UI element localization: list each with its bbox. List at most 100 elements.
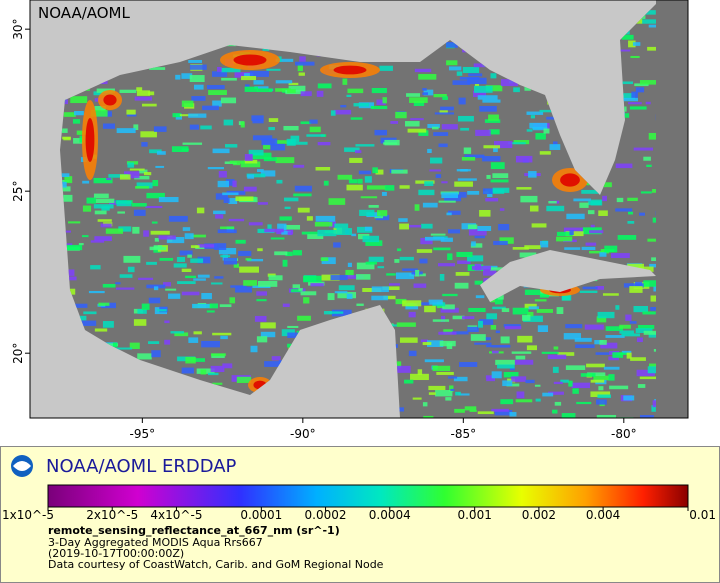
imagery-pixel (368, 204, 379, 208)
imagery-pixel (190, 245, 200, 249)
imagery-pixel (365, 261, 377, 265)
imagery-pixel (334, 291, 348, 294)
imagery-pixel (498, 223, 510, 231)
imagery-pixel (444, 195, 462, 202)
imagery-pixel (602, 293, 619, 296)
imagery-pixel (629, 286, 643, 293)
imagery-pixel (149, 149, 162, 154)
imagery-pixel (239, 266, 259, 273)
imagery-pixel (102, 343, 119, 347)
colorbar (47, 484, 689, 508)
imagery-pixel (292, 284, 301, 289)
imagery-pixel (625, 314, 632, 321)
imagery-pixel (637, 384, 646, 388)
imagery-pixel (462, 66, 480, 74)
imagery-pixel (433, 94, 447, 98)
imagery-pixel (513, 87, 520, 93)
imagery-pixel (366, 185, 386, 190)
imagery-pixel (359, 209, 375, 216)
imagery-pixel (388, 283, 401, 286)
imagery-pixel (618, 93, 636, 100)
imagery-pixel (467, 224, 478, 230)
imagery-pixel (511, 376, 527, 382)
imagery-pixel (157, 309, 167, 312)
imagery-pixel (225, 179, 235, 186)
imagery-pixel (589, 250, 609, 254)
imagery-pixel (651, 405, 656, 412)
imagery-pixel (94, 210, 107, 215)
imagery-pixel (223, 257, 238, 265)
imagery-pixel (541, 351, 559, 354)
imagery-pixel (374, 129, 388, 136)
imagery-pixel (511, 351, 532, 354)
imagery-pixel (300, 91, 312, 97)
imagery-pixel (206, 310, 215, 313)
imagery-pixel (212, 332, 232, 336)
imagery-pixel (275, 88, 291, 92)
imagery-pixel (154, 237, 159, 242)
imagery-pixel (424, 359, 444, 363)
imagery-pixel (283, 125, 299, 131)
imagery-pixel (410, 373, 429, 381)
imagery-pixel (486, 174, 491, 179)
imagery-pixel (500, 399, 514, 405)
imagery-pixel (328, 198, 346, 205)
imagery-pixel (467, 190, 480, 195)
imagery-pixel (357, 226, 373, 233)
imagery-pixel (645, 101, 651, 105)
imagery-pixel (270, 143, 286, 151)
imagery-pixel (294, 185, 312, 192)
imagery-pixel (515, 155, 533, 163)
imagery-pixel (632, 42, 641, 46)
imagery-pixel (191, 358, 206, 362)
legend-line: Data courtesy of CoastWatch, Carib. and … (48, 558, 384, 571)
imagery-pixel (207, 167, 224, 170)
imagery-pixel (535, 133, 546, 140)
imagery-pixel (471, 265, 492, 270)
imagery-pixel (172, 113, 182, 118)
imagery-pixel (512, 307, 529, 315)
imagery-pixel (452, 80, 471, 85)
imagery-pixel (64, 243, 73, 246)
imagery-pixel (448, 66, 462, 71)
imagery-pixel (508, 142, 526, 145)
imagery-pixel (168, 293, 181, 299)
imagery-pixel (524, 289, 544, 296)
imagery-pixel (618, 49, 631, 52)
imagery-pixel (448, 376, 458, 379)
imagery-pixel (257, 169, 264, 173)
imagery-pixel (435, 390, 453, 397)
imagery-pixel (67, 221, 81, 224)
imagery-pixel (475, 295, 485, 299)
imagery-pixel (112, 347, 133, 350)
imagery-pixel (119, 174, 131, 180)
imagery-pixel (211, 71, 228, 77)
imagery-pixel (509, 412, 517, 417)
imagery-pixel (306, 216, 313, 221)
imagery-pixel (619, 330, 634, 334)
imagery-pixel (424, 236, 445, 241)
colorbar-tick-label: 0.001 (457, 508, 491, 522)
imagery-pixel (486, 377, 496, 382)
imagery-pixel (420, 339, 429, 343)
imagery-pixel (136, 87, 143, 91)
imagery-pixel (230, 285, 247, 288)
imagery-pixel (377, 266, 385, 269)
imagery-pixel (468, 73, 483, 77)
imagery-pixel (222, 254, 228, 261)
imagery-pixel (438, 331, 457, 335)
imagery-pixel (433, 132, 449, 136)
imagery-pixel (374, 216, 384, 219)
imagery-pixel (432, 319, 450, 322)
imagery-pixel (414, 204, 420, 211)
imagery-pixel (634, 281, 643, 288)
imagery-pixel (428, 385, 446, 391)
imagery-pixel (408, 350, 417, 357)
imagery-pixel (209, 303, 218, 309)
imagery-pixel (531, 223, 547, 228)
imagery-pixel (506, 383, 520, 387)
coastal-bloom (333, 65, 367, 75)
imagery-pixel (364, 176, 372, 183)
imagery-pixel (200, 125, 212, 130)
noaa-logo-bird (13, 461, 31, 471)
